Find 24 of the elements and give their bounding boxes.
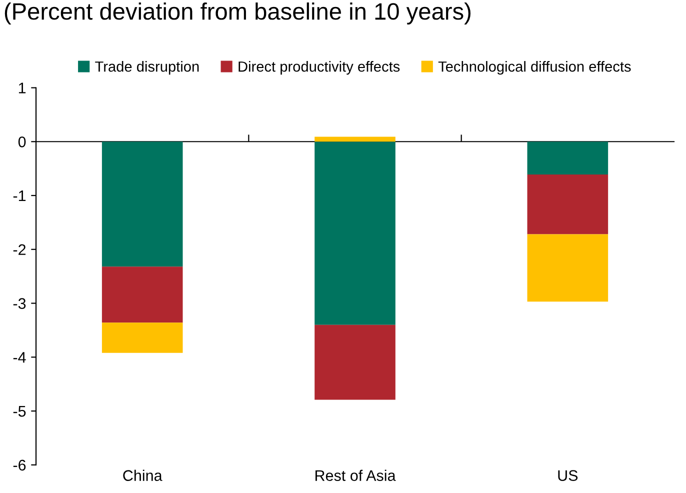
legend-label: Technological diffusion effects bbox=[438, 61, 631, 75]
y-tick-label: -5 bbox=[13, 406, 26, 417]
y-tick-label: -6 bbox=[13, 460, 26, 471]
y-tick-label: -2 bbox=[13, 244, 26, 255]
bar bbox=[314, 324, 396, 400]
bar bbox=[527, 142, 608, 174]
bar bbox=[102, 266, 183, 323]
bar bbox=[527, 234, 608, 302]
legend-label: Trade disruption bbox=[95, 61, 199, 75]
x-tick-label: China bbox=[123, 470, 162, 481]
bar bbox=[314, 136, 396, 142]
bar bbox=[102, 142, 183, 267]
y-tick-label: 1 bbox=[18, 82, 26, 94]
bar bbox=[102, 322, 183, 353]
bar bbox=[314, 142, 396, 325]
y-tick-label: 0 bbox=[18, 136, 26, 148]
x-tick-label: US bbox=[558, 470, 578, 481]
x-tick-label: Rest of Asia bbox=[316, 470, 396, 481]
y-tick-label: -4 bbox=[13, 352, 26, 363]
y-tick-label: -1 bbox=[13, 190, 26, 202]
chart-title: (Percent deviation from baseline in 10 years) bbox=[4, 2, 470, 24]
legend-label: Direct productivity effects bbox=[238, 61, 400, 75]
y-tick-label: -3 bbox=[13, 298, 26, 309]
bar bbox=[527, 174, 608, 234]
